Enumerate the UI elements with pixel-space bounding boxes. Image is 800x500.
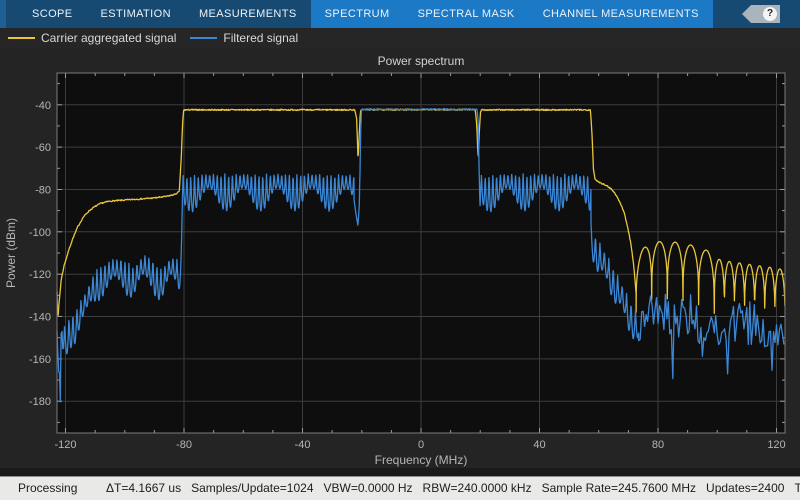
series-filtered bbox=[56, 108, 785, 403]
svg-text:-40: -40 bbox=[295, 439, 311, 451]
tab-scope[interactable]: SCOPE bbox=[32, 8, 73, 20]
legend-item-filtered[interactable]: Filtered signal bbox=[223, 31, 299, 45]
bottom-divider bbox=[0, 468, 800, 476]
status-delta-t: ΔT=4.1667 us bbox=[106, 481, 182, 495]
status-updates: Updates=2400 bbox=[706, 481, 785, 495]
tab-channel-measurements[interactable]: CHANNEL MEASUREMENTS bbox=[542, 8, 699, 20]
svg-text:80: 80 bbox=[652, 439, 664, 451]
svg-text:-40: -40 bbox=[35, 100, 51, 112]
svg-text:-140: -140 bbox=[29, 312, 51, 324]
toolstrip-left-edge bbox=[0, 0, 6, 28]
svg-text:120: 120 bbox=[767, 439, 785, 451]
svg-text:-60: -60 bbox=[35, 142, 51, 154]
status-vbw: VBW=0.0000 Hz bbox=[323, 481, 413, 495]
axes-box bbox=[56, 72, 786, 434]
svg-text:-80: -80 bbox=[176, 439, 192, 451]
toolstrip-right-controls: ? bbox=[742, 0, 780, 28]
svg-text:0: 0 bbox=[418, 439, 424, 451]
grid bbox=[57, 73, 785, 433]
help-icon: ? bbox=[763, 7, 777, 21]
tab-spectrum[interactable]: SPECTRUM bbox=[324, 8, 390, 20]
status-samples-per-update: Samples/Update=1024 bbox=[191, 481, 314, 495]
svg-text:-120: -120 bbox=[54, 439, 76, 451]
power-spectrum-chart[interactable]: -120 -80 -40 0 40 80 120 -40 -60 -80 -100 -120 -140 -… bbox=[0, 48, 800, 470]
help-button[interactable]: ? bbox=[742, 5, 780, 23]
svg-text:-100: -100 bbox=[29, 227, 51, 239]
status-time: T=0.01 bbox=[794, 481, 800, 495]
status-rbw: RBW=240.0000 kHz bbox=[422, 481, 532, 495]
svg-text:-120: -120 bbox=[29, 269, 51, 281]
svg-text:40: 40 bbox=[533, 439, 545, 451]
toolstrip-highlighted-group: SPECTRUM SPECTRAL MASK CHANNEL MEASUREME… bbox=[310, 0, 713, 28]
x-axis-label: Frequency (MHz) bbox=[375, 453, 468, 467]
svg-text:-160: -160 bbox=[29, 354, 51, 366]
toolstrip: SCOPE ESTIMATION MEASUREMENTS SPECTRUM S… bbox=[0, 0, 800, 28]
power-spectrum-svg: -120 -80 -40 0 40 80 120 -40 -60 -80 -100 -120 -140 -… bbox=[4, 54, 786, 467]
chart-title: Power spectrum bbox=[378, 54, 465, 68]
status-bar: Processing ΔT=4.1667 us Samples/Update=102… bbox=[0, 476, 800, 500]
legend-swatch-carrier-aggregated bbox=[8, 37, 35, 39]
series-carrier-aggregated bbox=[56, 108, 786, 316]
tick-labels: -120 -80 -40 0 40 80 120 -40 -60 -80 -100 -120 -140 -… bbox=[29, 100, 786, 451]
legend-item-carrier-aggregated[interactable]: Carrier aggregated signal bbox=[41, 31, 177, 45]
status-sample-rate: Sample Rate=245.7600 MHz bbox=[541, 481, 697, 495]
svg-text:-80: -80 bbox=[35, 185, 51, 197]
tab-spectral-mask[interactable]: SPECTRAL MASK bbox=[417, 8, 515, 20]
y-axis-label: Power (dBm) bbox=[4, 218, 18, 288]
tab-estimation[interactable]: ESTIMATION bbox=[100, 8, 171, 20]
tab-measurements[interactable]: MEASUREMENTS bbox=[198, 8, 297, 20]
legend: Carrier aggregated signal Filtered signa… bbox=[0, 28, 800, 48]
status-state: Processing bbox=[18, 481, 78, 495]
svg-text:-180: -180 bbox=[29, 396, 51, 408]
legend-swatch-filtered bbox=[190, 37, 218, 39]
